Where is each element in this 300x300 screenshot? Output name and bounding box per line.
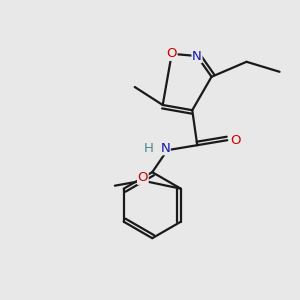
Text: H: H bbox=[143, 142, 153, 155]
Text: O: O bbox=[230, 134, 241, 147]
Text: N: N bbox=[160, 142, 170, 155]
Text: O: O bbox=[138, 171, 148, 184]
Text: N: N bbox=[192, 50, 202, 62]
Text: O: O bbox=[167, 47, 177, 60]
